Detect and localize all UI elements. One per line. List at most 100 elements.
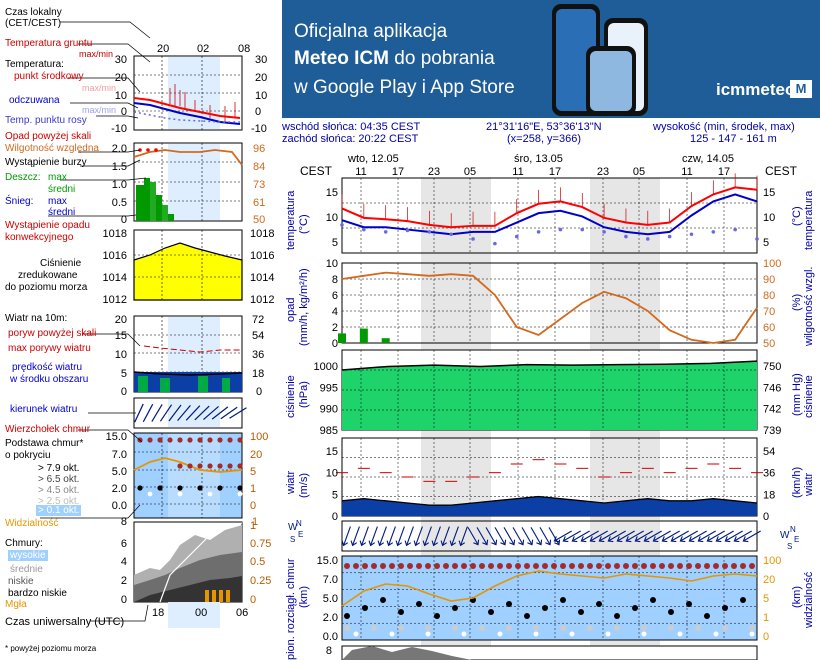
wind-direction-arrow <box>512 527 525 546</box>
wind-arrow-shaft <box>563 530 581 542</box>
legend-wind-arrow-shaft <box>168 404 182 422</box>
legend-wind-axis: 5 <box>121 368 127 380</box>
cloud-base-dot <box>614 625 620 631</box>
legend-cloud-base-dot <box>197 463 203 469</box>
legend-cloud-low: niskie <box>8 576 34 587</box>
axis-label: 6 <box>332 290 338 302</box>
legend-wind-arrow <box>185 405 201 421</box>
cloud-left-title: pion. rozciągł. chmur <box>285 558 297 660</box>
wind-direction-arrow <box>697 530 716 543</box>
wind-arrow-head <box>670 536 677 543</box>
wind-direction-arrow <box>607 530 626 543</box>
wind-arrow-shaft <box>716 530 734 542</box>
wind-arrow-shaft <box>503 527 515 545</box>
cloud-base-dot <box>569 631 575 637</box>
wind-arrow-head <box>500 539 507 546</box>
legend-cloud-top-dot <box>147 437 153 443</box>
hour-tick: 05 <box>464 166 476 178</box>
pressure-line <box>341 360 758 371</box>
visibility-line <box>341 570 758 607</box>
cloud-top-dot <box>668 563 674 569</box>
legend-wind-arrow <box>142 403 154 423</box>
wind-arrow-shaft <box>725 530 743 542</box>
banner-line-2: Meteo ICM do pobrania <box>294 48 495 70</box>
legend-time-local-sub: (CET/CEST) <box>5 18 62 29</box>
wind-arrow-shaft <box>590 530 608 542</box>
cloud-top-dot <box>731 563 737 569</box>
legend-cloud-base-dot <box>227 463 233 469</box>
legend-storm: Wystąpienie burzy <box>5 157 87 168</box>
axis-label-right: 54 <box>763 446 775 458</box>
wind-arrow-head <box>473 539 480 546</box>
wind-arrow-head <box>368 540 376 547</box>
cloud-top-dot <box>569 563 575 569</box>
cloud-base-dot <box>452 625 458 631</box>
banner-line-1: Oficjalna aplikacja <box>294 21 448 42</box>
wind-arrow-shaft <box>406 526 414 546</box>
wind-direction-arrow <box>553 530 572 543</box>
dew-point-dot <box>471 237 475 241</box>
wind-arrow-shaft <box>653 530 671 542</box>
banner-line-2-rest: do pobrania <box>389 48 495 69</box>
svg-text:E: E <box>298 530 303 539</box>
wind-arrow-head <box>571 536 578 543</box>
dew-point-dot <box>733 227 737 232</box>
wind-direction-arrow <box>395 526 405 547</box>
cloud-base-dot <box>371 625 377 631</box>
cloud-top-dot <box>650 563 656 569</box>
legend-pressure-2: zredukowane <box>18 270 78 281</box>
legend-wind-arrow <box>220 406 238 420</box>
legend-wind-arrow <box>177 404 191 422</box>
wind-direction-arrow <box>431 526 441 547</box>
cloud-base-dot <box>506 625 512 631</box>
legend-humidity-axis: 61 <box>253 197 265 209</box>
wind-direction-arrow <box>661 530 680 543</box>
cloud-base-dot <box>686 601 692 607</box>
cloud-base-dot <box>650 597 656 603</box>
legend-cloudtype-axis-right: 0.75 <box>250 538 271 550</box>
dew-point-dot <box>558 227 563 232</box>
wind-direction-arrow <box>404 526 414 547</box>
wind-arrow-head <box>518 539 525 546</box>
legend-rain-max: max <box>48 172 67 183</box>
cloud-base-dot <box>677 631 683 637</box>
axis-label: 5.0 <box>323 593 338 605</box>
legend-temp-axis: 10 <box>115 90 127 102</box>
grid-point: (x=258, y=366) <box>507 133 581 145</box>
legend-cloud-base-dot <box>177 491 183 497</box>
wind-arrow-shaft <box>743 530 761 542</box>
legend-utc-tick: 06 <box>236 607 248 619</box>
cloud-base-dot <box>641 631 647 637</box>
legend-wind-axis-right: 36 <box>252 349 264 361</box>
legend-okt-1: > 7.9 okt. <box>38 463 80 474</box>
cloud-base-dot <box>695 625 701 631</box>
wind-direction-arrow <box>485 527 498 546</box>
legend-temp-axis-right: 0 <box>255 106 261 118</box>
wind-arrow-head <box>386 540 394 547</box>
wind-arrow-head <box>625 536 632 543</box>
cloud-top-dot <box>371 563 377 569</box>
cloud-base-dot <box>398 625 404 631</box>
compass-right: W N E S <box>780 525 799 551</box>
app-promo-banner[interactable]: Oficjalna aplikacja Meteo ICM do pobrani… <box>282 0 820 118</box>
legend-wind-arrow <box>194 405 210 421</box>
wind-direction-arrow <box>449 526 459 547</box>
cloud-base-dot <box>533 625 539 631</box>
axis-label-right: 100 <box>763 258 781 270</box>
cloud-base-dot <box>344 625 350 631</box>
legend-cloudtype-axis-right: 0.5 <box>250 556 265 568</box>
legend-pressure-axis: 1018 <box>103 228 127 240</box>
compass-left: W N E S <box>288 519 303 544</box>
cloud-top-dot <box>686 563 692 569</box>
axis-label-right: 70 <box>763 306 775 318</box>
legend-wind-arrow-shaft <box>211 406 229 420</box>
wind-arrow-shaft <box>635 530 653 542</box>
precip-right-title: wilgotność wzgl. <box>803 267 815 347</box>
legend-wind-arrow <box>159 404 173 422</box>
wind-arrow-shaft <box>415 526 423 546</box>
pressure-right-unit: (mm Hg) <box>791 373 803 416</box>
legend-visibility-axis: 20 <box>250 449 262 461</box>
wind-arrow-head <box>643 536 650 543</box>
cloud-top-dot <box>596 563 602 569</box>
legend-cloud-top-dot <box>197 437 203 443</box>
